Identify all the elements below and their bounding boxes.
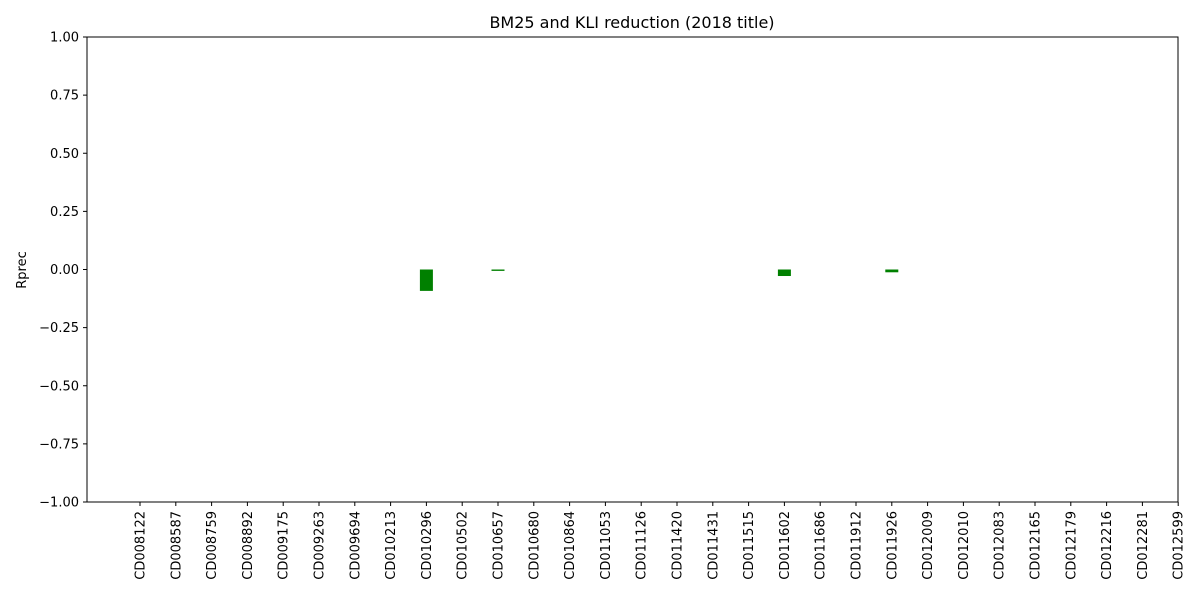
chart-title: BM25 and KLI reduction (2018 title) [489,13,774,32]
x-tick-label: CD010657 [492,511,507,580]
x-tick-label: CD008587 [169,511,184,580]
x-tick-label: CD012165 [1029,511,1044,580]
x-axis: CD008122 CD008587 CD008759 CD008892 CD009175… [134,502,1187,580]
y-tick-label: 1.00 [50,31,79,46]
x-tick-label: CD011515 [742,511,757,580]
x-tick-label: CD008759 [205,511,220,580]
y-tick-label: −1.00 [39,496,79,511]
plot-frame [86,36,1179,503]
y-axis-label: Rprec [15,251,30,289]
bars [419,269,899,291]
x-tick-label: CD012216 [1100,511,1115,580]
x-tick-label: CD008122 [134,511,149,580]
x-tick-label: CD012281 [1136,511,1151,580]
x-tick-label: CD011686 [814,511,829,580]
y-tick-label: 0.75 [50,89,79,104]
x-tick-label: CD012010 [957,511,972,580]
y-tick-label: −0.75 [39,437,79,452]
x-tick-label: CD012083 [993,511,1008,580]
bar-cd011926 [885,269,899,273]
x-tick-label: CD010213 [384,511,399,580]
y-tick-label: −0.25 [39,321,79,336]
x-tick-label: CD011912 [850,511,865,580]
x-tick-label: CD009694 [348,511,363,580]
x-tick-label: CD011926 [885,511,900,580]
x-tick-label: CD011126 [635,511,650,580]
x-tick-label: CD010296 [420,511,435,580]
y-tick-label: 0.50 [50,147,79,162]
x-tick-label: CD012599 [1172,511,1187,580]
y-tick-label: −0.50 [39,379,79,394]
x-tick-label: CD012009 [921,511,936,580]
bar-cd011602 [777,269,791,277]
x-tick-label: CD010864 [563,511,578,580]
bar-cd010657 [491,269,505,271]
y-tick-label: 0.25 [50,205,79,220]
x-tick-label: CD011431 [706,511,721,580]
y-axis: 1.00 0.75 0.50 0.25 0.00 −0.25 −0.50 −0.75 −1.00 [39,31,87,511]
x-tick-label: CD012179 [1064,511,1079,580]
x-tick-label: CD011420 [671,511,686,580]
x-tick-label: CD010502 [456,511,471,580]
x-tick-label: CD009263 [313,511,328,580]
x-tick-label: CD009175 [277,511,292,580]
x-tick-label: CD008892 [241,511,256,580]
x-tick-label: CD010680 [527,511,542,580]
y-tick-label: 0.00 [50,263,79,278]
x-tick-label: CD011053 [599,511,614,580]
x-tick-label: CD011602 [778,511,793,580]
bar-cd010296 [419,269,433,291]
